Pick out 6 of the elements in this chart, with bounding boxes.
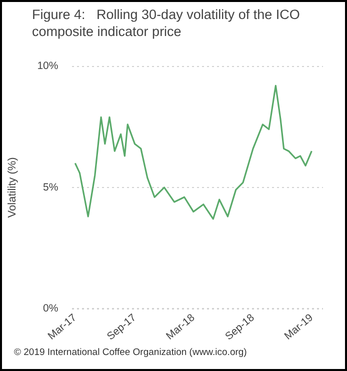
y-tick-label: 0% <box>43 302 58 314</box>
y-tick-label: 5% <box>43 181 58 194</box>
y-tick-label: 10% <box>37 60 58 72</box>
chart-title: Figure 4: Rolling 30-day volatility of the ICO composite indicator price <box>32 6 301 40</box>
text: © 2019 International Coffee Organization (www.ico.org) <box>14 347 247 358</box>
y-axis-title: Volatility (%) <box>6 157 19 218</box>
